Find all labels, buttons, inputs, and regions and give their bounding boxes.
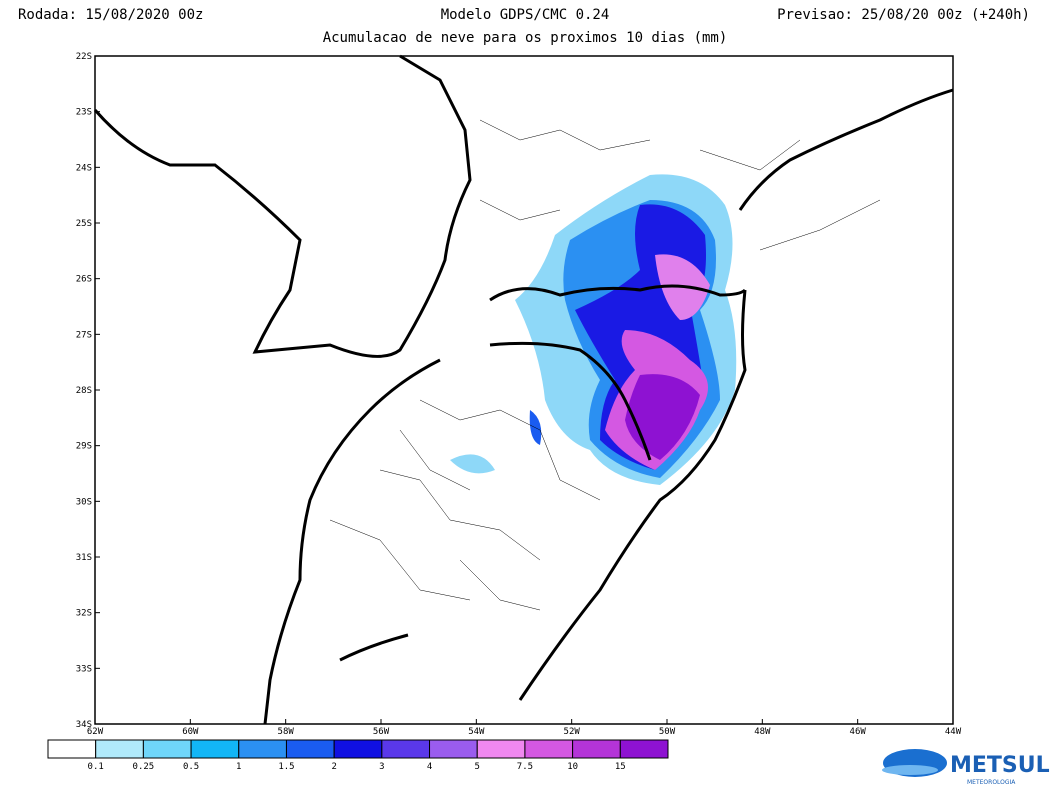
colorbar-label: 4 [427,762,432,772]
run-label: Rodada: 15/08/2020 00z [18,7,203,23]
lon-label: 50W [659,727,676,737]
lat-label: 24S [76,163,92,173]
lon-label: 44W [945,727,962,737]
forecast-label: Previsao: 25/08/20 00z (+240h) [777,7,1030,23]
colorbar-label: 10 [567,762,578,772]
lat-label: 25S [76,219,92,229]
color-swatch [429,739,478,759]
lon-label: 60W [182,727,199,737]
country-borders [93,54,954,725]
colorbar-label: 0.5 [183,762,199,772]
color-swatch [95,739,144,759]
lon-label: 58W [278,727,295,737]
colorbar-label: 2 [331,762,336,772]
logo-tagline: METEOROLOGIA [967,779,1016,786]
colorbar-label: 15 [615,762,626,772]
lat-label: 22S [76,52,92,62]
color-swatch [285,739,335,759]
colorbar-label: 1 [236,762,241,772]
color-swatch [190,739,240,759]
color-swatch [524,739,574,759]
lake [339,633,409,662]
color-swatch [476,739,526,759]
lat-label: 26S [76,275,92,285]
municipal-borders [329,119,881,611]
lat-label: 32S [76,609,92,619]
lon-label: 48W [754,727,771,737]
lon-label: 54W [468,727,485,737]
lat-label: 30S [76,497,92,507]
colorbar-label: 0.1 [88,762,104,772]
colorbar-label: 3 [379,762,384,772]
color-swatch [572,739,621,759]
logo-ring [882,765,938,775]
colorbar-label: 1.5 [278,762,294,772]
lon-label: 52W [564,727,581,737]
lat-label: 29S [76,442,92,452]
colorbar-label: 5 [475,762,480,772]
map-frame [94,55,954,725]
lat-label: 27S [76,330,92,340]
color-swatch [238,739,287,759]
color-swatch [619,739,669,759]
logo-name: METSUL [950,753,1050,778]
colorbar-label: 7.5 [517,762,533,772]
lat-label: 28S [76,386,92,396]
map: 22S23S24S25S26S27S28S29S30S31S32S33S34S6… [76,52,962,737]
lat-label: 23S [76,108,92,118]
color-swatch [142,739,192,759]
lat-label: 33S [76,664,92,674]
logo: METSUL METEOROLOGIA [882,749,1050,786]
color-swatch [333,739,383,759]
subtitle: Acumulacao de neve para os proximos 10 d… [323,30,728,46]
lon-label: 46W [850,727,867,737]
snow-field [450,174,737,485]
model-label: Modelo GDPS/CMC 0.24 [441,7,610,23]
color-swatch [381,739,431,759]
lon-label: 56W [373,727,390,737]
color-swatch [47,739,97,759]
lat-label: 34S [76,720,92,730]
colorbar-label: 0.25 [133,762,155,772]
lon-label: 62W [87,727,104,737]
colorbar: 0.1 0.25 0.5 1 1.5 2 3 4 5 7.5 10 15 [47,739,669,772]
lat-label: 31S [76,553,92,563]
